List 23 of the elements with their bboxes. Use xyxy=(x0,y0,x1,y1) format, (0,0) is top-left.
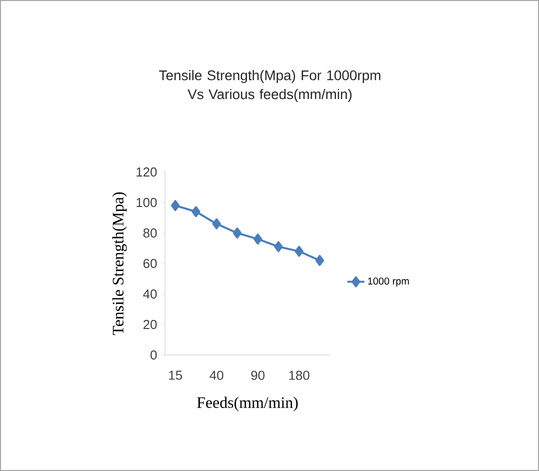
point xyxy=(253,234,262,245)
y-tick-label: 0 xyxy=(150,350,157,360)
point xyxy=(232,228,242,238)
point xyxy=(192,206,200,218)
x-tick-label: 40 xyxy=(210,370,224,380)
x-tick-label: 180 xyxy=(289,370,310,380)
y-tick-label: 60 xyxy=(143,258,157,268)
legend-label: 1000 rpm xyxy=(368,278,409,287)
chart-title: Tensile Strength(Mpa) For 1000rpm Vs Various feeds(mm/min) xyxy=(159,70,380,102)
point xyxy=(274,241,283,252)
point xyxy=(315,254,324,266)
point xyxy=(212,218,221,230)
y-axis-title: Tensile Strength(Mpa) xyxy=(112,192,127,336)
x-tick-label: 15 xyxy=(169,370,182,380)
y-tick-label: 40 xyxy=(143,289,157,299)
y-tick-label: 80 xyxy=(143,228,157,238)
y-tick-label: 100 xyxy=(136,198,157,208)
x-tick-label: 90 xyxy=(251,370,265,380)
y-tick-label: 20 xyxy=(143,320,157,330)
y-tick-label: 120 xyxy=(136,167,157,177)
point xyxy=(170,200,180,212)
point xyxy=(294,246,304,257)
x-axis-title: Feeds(mm/min) xyxy=(197,396,298,412)
